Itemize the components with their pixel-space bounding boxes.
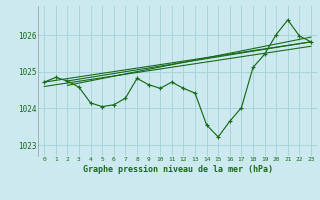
X-axis label: Graphe pression niveau de la mer (hPa): Graphe pression niveau de la mer (hPa) <box>83 165 273 174</box>
